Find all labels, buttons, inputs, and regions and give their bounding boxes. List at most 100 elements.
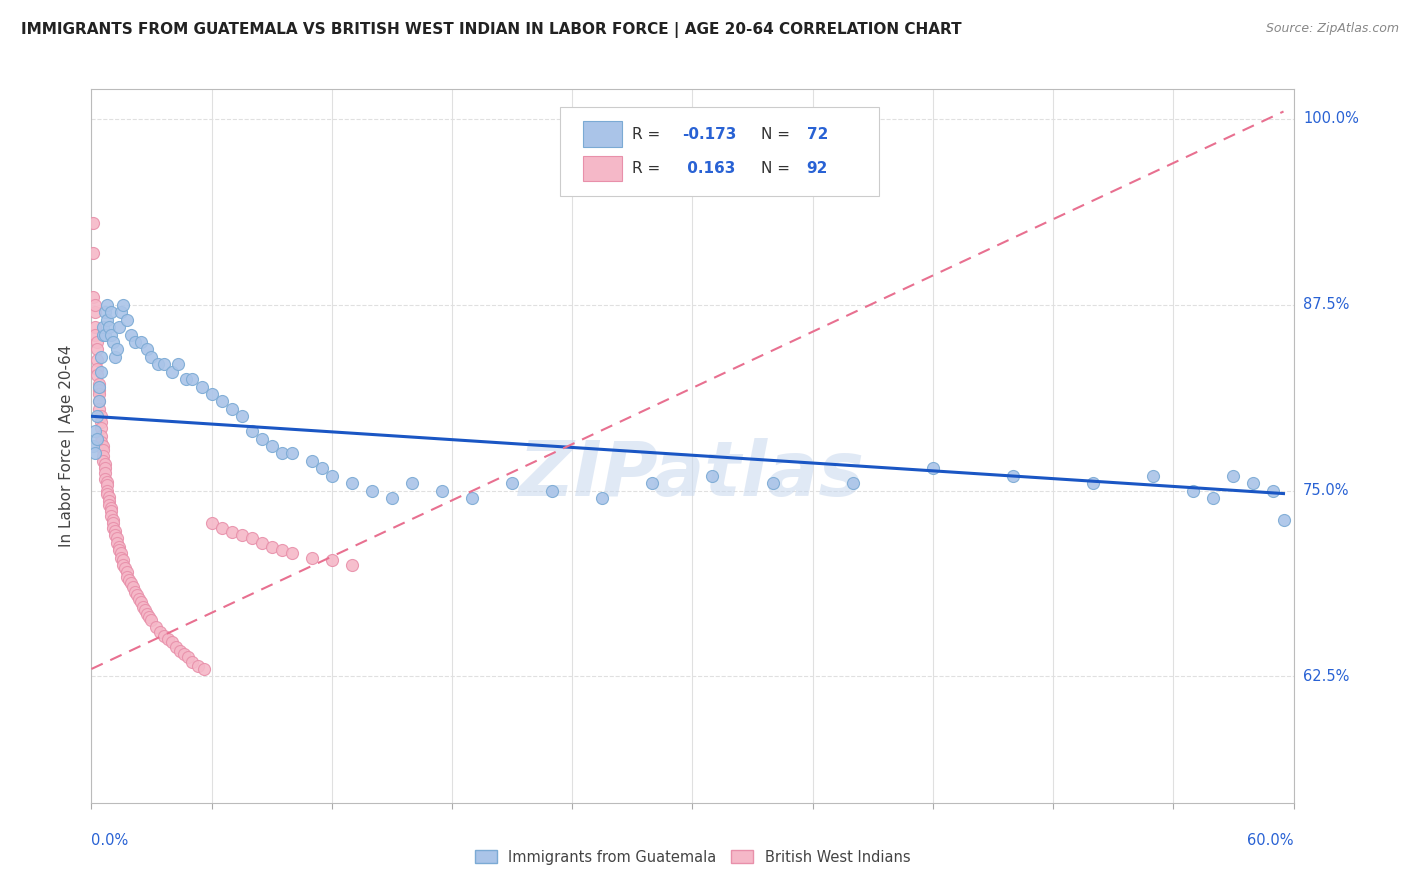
Point <box>231 409 253 424</box>
Point <box>211 521 233 535</box>
Point <box>104 350 127 364</box>
Point <box>134 602 156 616</box>
Point <box>89 394 111 409</box>
Text: R =: R = <box>633 127 665 142</box>
Point <box>127 588 149 602</box>
Point <box>117 566 139 580</box>
Text: N =: N = <box>761 161 794 176</box>
Point <box>174 372 197 386</box>
Point <box>100 504 122 518</box>
Point <box>270 446 292 460</box>
Point <box>100 501 122 516</box>
Text: Source: ZipAtlas.com: Source: ZipAtlas.com <box>1265 22 1399 36</box>
Point <box>89 379 111 393</box>
Point <box>98 320 121 334</box>
Point <box>321 468 343 483</box>
Point <box>90 434 112 449</box>
Text: IMMIGRANTS FROM GUATEMALA VS BRITISH WEST INDIAN IN LABOR FORCE | AGE 20-64 CORR: IMMIGRANTS FROM GUATEMALA VS BRITISH WES… <box>21 22 962 38</box>
Point <box>82 216 104 230</box>
Text: ZIPatlas: ZIPatlas <box>519 438 866 511</box>
Point <box>94 457 117 471</box>
Point <box>90 365 112 379</box>
Point <box>84 298 107 312</box>
Point <box>122 580 145 594</box>
Point <box>82 245 104 260</box>
Point <box>301 550 323 565</box>
Point <box>93 450 115 464</box>
Point <box>108 543 131 558</box>
Point <box>180 655 202 669</box>
Point <box>311 461 333 475</box>
Point <box>107 535 129 549</box>
Point <box>84 446 107 460</box>
Point <box>89 383 111 397</box>
Point <box>160 635 183 649</box>
Text: N =: N = <box>761 127 794 142</box>
Point <box>107 343 129 357</box>
Point <box>90 415 112 429</box>
Point <box>240 531 263 545</box>
Point <box>86 361 108 376</box>
Point <box>131 595 153 609</box>
Point <box>221 401 243 416</box>
Point <box>281 446 304 460</box>
Text: 87.5%: 87.5% <box>1303 297 1350 312</box>
Point <box>173 647 195 661</box>
Text: -0.173: -0.173 <box>682 127 735 142</box>
Point <box>136 607 159 621</box>
Point <box>145 620 167 634</box>
Point <box>131 334 153 349</box>
Point <box>321 553 343 567</box>
Point <box>90 409 112 424</box>
Point <box>82 290 104 304</box>
Point <box>94 461 117 475</box>
Point <box>201 516 224 531</box>
Point <box>166 357 188 371</box>
Point <box>84 305 107 319</box>
Text: 72: 72 <box>807 127 828 142</box>
Point <box>86 409 108 424</box>
Text: 100.0%: 100.0% <box>1303 112 1360 127</box>
Point <box>180 372 202 386</box>
Point <box>1202 491 1225 505</box>
Point <box>94 305 117 319</box>
Point <box>231 528 253 542</box>
Point <box>100 508 122 523</box>
Point <box>89 394 111 409</box>
Point <box>108 320 131 334</box>
Point <box>121 575 143 590</box>
Point <box>165 640 187 654</box>
Point <box>98 494 121 508</box>
Point <box>281 546 304 560</box>
Point <box>96 477 118 491</box>
Point <box>107 531 129 545</box>
Point <box>96 312 118 326</box>
Point <box>841 476 863 491</box>
Point <box>103 334 125 349</box>
Point <box>110 546 132 560</box>
Legend: Immigrants from Guatemala, British West Indians: Immigrants from Guatemala, British West … <box>468 844 917 871</box>
Point <box>176 650 198 665</box>
Point <box>1243 476 1265 491</box>
Point <box>132 599 155 614</box>
Point <box>762 476 785 491</box>
Point <box>124 584 146 599</box>
Point <box>702 468 724 483</box>
Point <box>430 483 453 498</box>
Point <box>93 327 115 342</box>
Point <box>121 327 143 342</box>
Point <box>110 305 132 319</box>
Point <box>104 524 127 538</box>
Point <box>124 334 146 349</box>
Point <box>94 472 117 486</box>
Point <box>340 476 363 491</box>
Point <box>148 624 170 639</box>
Point <box>138 610 160 624</box>
Point <box>86 368 108 382</box>
Point <box>1001 468 1024 483</box>
Y-axis label: In Labor Force | Age 20-64: In Labor Force | Age 20-64 <box>59 345 76 547</box>
Point <box>141 613 163 627</box>
Point <box>110 550 132 565</box>
Point <box>501 476 523 491</box>
Point <box>1142 468 1164 483</box>
